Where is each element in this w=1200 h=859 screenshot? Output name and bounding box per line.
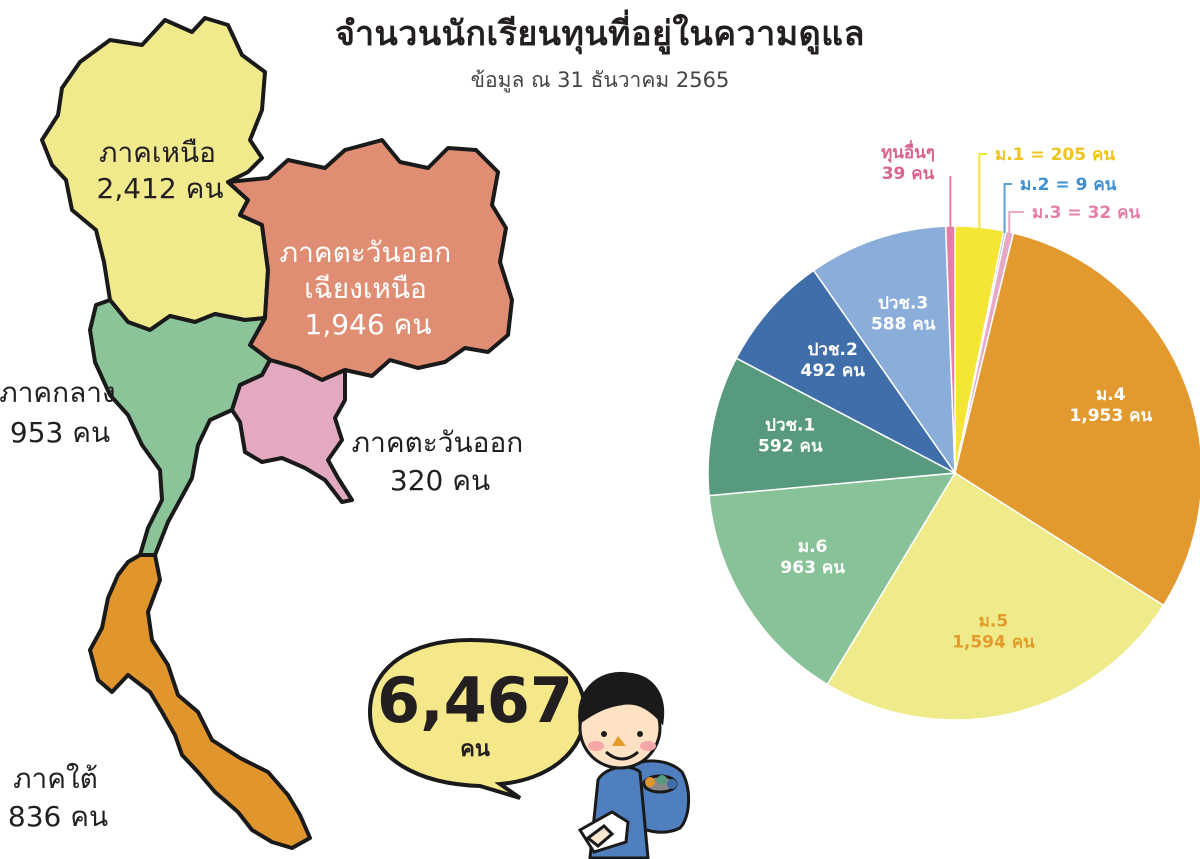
total-bubble: 6,467 คน xyxy=(367,637,588,800)
total-value: 6,467 xyxy=(377,664,573,737)
region-east xyxy=(230,358,354,504)
region-label-east: ภาคตะวันออก 320 คน xyxy=(352,426,529,497)
pie-chart xyxy=(707,225,1200,721)
region-label-northeast: ภาคตะวันออก เฉียงเหนือ 1,946 คน xyxy=(280,236,457,341)
pie-leader-line-2 xyxy=(1008,211,1024,235)
pie-slice-8 xyxy=(812,225,956,476)
pie-label-3: ม.4 1,953 คน xyxy=(1069,385,1152,426)
total-unit: คน xyxy=(460,737,490,762)
student-hair xyxy=(578,671,665,726)
region-south xyxy=(88,553,312,850)
pie-leader-line-0 xyxy=(978,153,987,230)
region-central xyxy=(88,298,272,557)
pie-label-2: ม.3 = 32 คน xyxy=(1032,203,1141,223)
pie-label-9: ทุนอื่นๆ 39 คน xyxy=(881,140,935,184)
chart-title: จำนวนนักเรียนทุนที่อยู่ในความดูแล xyxy=(335,14,865,54)
pie-slice-4 xyxy=(826,471,1165,721)
region-label-central: ภาคกลาง 953 คน xyxy=(0,376,121,449)
pie-slice-6 xyxy=(707,357,958,497)
pie-label-8: ปวช.3 588 คน xyxy=(871,293,936,334)
pie-slice-5 xyxy=(708,472,957,686)
region-label-north: ภาคเหนือ 2,412 คน xyxy=(97,136,224,205)
pie-label-6: ปวช.1 592 คน xyxy=(758,415,823,456)
pie-label-5: ม.6 963 คน xyxy=(780,537,845,578)
pie-label-1: ม.2 = 9 คน xyxy=(1020,175,1117,195)
pie-label-7: ปวช.2 492 คน xyxy=(801,340,866,381)
pie-label-0: ม.1 = 205 คน xyxy=(995,145,1115,165)
pie-slice-3 xyxy=(954,232,1200,607)
chart-subtitle: ข้อมูล ณ 31 ธันวาคม 2565 xyxy=(470,68,730,92)
pie-leader-line-1 xyxy=(1003,183,1012,234)
pie-label-4: ม.5 1,594 คน xyxy=(952,612,1035,653)
region-label-south: ภาคใต้ 836 คน xyxy=(8,762,108,833)
pie-slice-7 xyxy=(735,269,956,474)
speech-bubble xyxy=(367,637,588,800)
thailand-map xyxy=(40,16,514,850)
pie-labels: ม.1 = 205 คนม.2 = 9 คนม.3 = 32 คนม.4 1,95… xyxy=(758,140,1152,653)
student-illustration xyxy=(577,671,690,859)
